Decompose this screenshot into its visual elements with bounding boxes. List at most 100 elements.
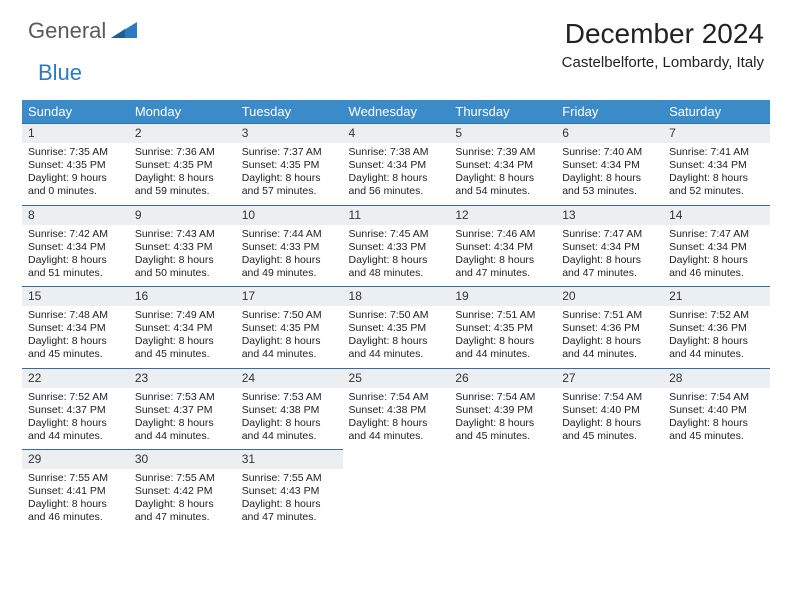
day-number: 29 [22, 450, 129, 469]
sunset-line: Sunset: 4:34 PM [562, 159, 657, 172]
sunrise-line: Sunrise: 7:53 AM [135, 391, 230, 404]
sunset-line: Sunset: 4:35 PM [28, 159, 123, 172]
day-number: 18 [343, 287, 450, 306]
sunset-line: Sunset: 4:35 PM [455, 322, 550, 335]
day-number: 12 [449, 206, 556, 225]
sunset-line: Sunset: 4:37 PM [135, 404, 230, 417]
sunrise-line: Sunrise: 7:54 AM [349, 391, 444, 404]
calendar-day-cell: 1Sunrise: 7:35 AMSunset: 4:35 PMDaylight… [22, 124, 129, 206]
daylight-line: Daylight: 8 hours and 45 minutes. [135, 335, 230, 361]
day-body: Sunrise: 7:46 AMSunset: 4:34 PMDaylight:… [449, 225, 556, 287]
day-number: 31 [236, 450, 343, 469]
sunrise-line: Sunrise: 7:40 AM [562, 146, 657, 159]
daylight-line: Daylight: 8 hours and 47 minutes. [455, 254, 550, 280]
col-sunday: Sunday [22, 100, 129, 124]
day-body: Sunrise: 7:48 AMSunset: 4:34 PMDaylight:… [22, 306, 129, 368]
daylight-line: Daylight: 8 hours and 56 minutes. [349, 172, 444, 198]
sunset-line: Sunset: 4:34 PM [455, 241, 550, 254]
sunset-line: Sunset: 4:38 PM [349, 404, 444, 417]
sunrise-line: Sunrise: 7:55 AM [242, 472, 337, 485]
day-number: 26 [449, 369, 556, 388]
sunset-line: Sunset: 4:38 PM [242, 404, 337, 417]
day-body: Sunrise: 7:49 AMSunset: 4:34 PMDaylight:… [129, 306, 236, 368]
sunset-line: Sunset: 4:33 PM [349, 241, 444, 254]
sunset-line: Sunset: 4:34 PM [669, 159, 764, 172]
daylight-line: Daylight: 9 hours and 0 minutes. [28, 172, 123, 198]
col-wednesday: Wednesday [343, 100, 450, 124]
day-number: 7 [663, 124, 770, 143]
day-number: 19 [449, 287, 556, 306]
daylight-line: Daylight: 8 hours and 52 minutes. [669, 172, 764, 198]
calendar-day-cell: 20Sunrise: 7:51 AMSunset: 4:36 PMDayligh… [556, 287, 663, 369]
day-body: Sunrise: 7:50 AMSunset: 4:35 PMDaylight:… [343, 306, 450, 368]
calendar-day-cell: 16Sunrise: 7:49 AMSunset: 4:34 PMDayligh… [129, 287, 236, 369]
daylight-line: Daylight: 8 hours and 44 minutes. [28, 417, 123, 443]
day-body: Sunrise: 7:39 AMSunset: 4:34 PMDaylight:… [449, 143, 556, 205]
sunset-line: Sunset: 4:37 PM [28, 404, 123, 417]
calendar-day-cell: 14Sunrise: 7:47 AMSunset: 4:34 PMDayligh… [663, 205, 770, 287]
daylight-line: Daylight: 8 hours and 44 minutes. [349, 417, 444, 443]
daylight-line: Daylight: 8 hours and 47 minutes. [242, 498, 337, 524]
calendar-day-cell: 6Sunrise: 7:40 AMSunset: 4:34 PMDaylight… [556, 124, 663, 206]
day-body: Sunrise: 7:40 AMSunset: 4:34 PMDaylight:… [556, 143, 663, 205]
calendar-day-cell: 29Sunrise: 7:55 AMSunset: 4:41 PMDayligh… [22, 450, 129, 531]
calendar-day-cell [556, 450, 663, 531]
daylight-line: Daylight: 8 hours and 57 minutes. [242, 172, 337, 198]
col-friday: Friday [556, 100, 663, 124]
daylight-line: Daylight: 8 hours and 48 minutes. [349, 254, 444, 280]
daylight-line: Daylight: 8 hours and 45 minutes. [562, 417, 657, 443]
day-number: 25 [343, 369, 450, 388]
calendar-day-cell: 17Sunrise: 7:50 AMSunset: 4:35 PMDayligh… [236, 287, 343, 369]
daylight-line: Daylight: 8 hours and 44 minutes. [135, 417, 230, 443]
sunrise-line: Sunrise: 7:37 AM [242, 146, 337, 159]
sunrise-line: Sunrise: 7:42 AM [28, 228, 123, 241]
col-thursday: Thursday [449, 100, 556, 124]
day-number: 5 [449, 124, 556, 143]
sunrise-line: Sunrise: 7:51 AM [455, 309, 550, 322]
day-body: Sunrise: 7:43 AMSunset: 4:33 PMDaylight:… [129, 225, 236, 287]
calendar-day-cell: 31Sunrise: 7:55 AMSunset: 4:43 PMDayligh… [236, 450, 343, 531]
calendar-table: Sunday Monday Tuesday Wednesday Thursday… [22, 100, 770, 531]
day-number: 15 [22, 287, 129, 306]
calendar-day-cell: 26Sunrise: 7:54 AMSunset: 4:39 PMDayligh… [449, 368, 556, 450]
day-number: 2 [129, 124, 236, 143]
calendar-day-cell: 11Sunrise: 7:45 AMSunset: 4:33 PMDayligh… [343, 205, 450, 287]
sunrise-line: Sunrise: 7:54 AM [455, 391, 550, 404]
calendar-day-cell: 30Sunrise: 7:55 AMSunset: 4:42 PMDayligh… [129, 450, 236, 531]
sunset-line: Sunset: 4:34 PM [562, 241, 657, 254]
sunset-line: Sunset: 4:35 PM [242, 159, 337, 172]
day-number: 30 [129, 450, 236, 469]
day-number: 6 [556, 124, 663, 143]
day-number: 1 [22, 124, 129, 143]
day-body: Sunrise: 7:44 AMSunset: 4:33 PMDaylight:… [236, 225, 343, 287]
daylight-line: Daylight: 8 hours and 44 minutes. [562, 335, 657, 361]
sunset-line: Sunset: 4:40 PM [669, 404, 764, 417]
col-saturday: Saturday [663, 100, 770, 124]
day-number: 16 [129, 287, 236, 306]
day-body: Sunrise: 7:55 AMSunset: 4:41 PMDaylight:… [22, 469, 129, 531]
sunrise-line: Sunrise: 7:54 AM [669, 391, 764, 404]
day-number: 23 [129, 369, 236, 388]
day-body: Sunrise: 7:51 AMSunset: 4:36 PMDaylight:… [556, 306, 663, 368]
sunrise-line: Sunrise: 7:54 AM [562, 391, 657, 404]
calendar-day-cell [343, 450, 450, 531]
calendar-day-cell: 27Sunrise: 7:54 AMSunset: 4:40 PMDayligh… [556, 368, 663, 450]
day-body: Sunrise: 7:38 AMSunset: 4:34 PMDaylight:… [343, 143, 450, 205]
day-number: 24 [236, 369, 343, 388]
sunrise-line: Sunrise: 7:38 AM [349, 146, 444, 159]
sunrise-line: Sunrise: 7:50 AM [242, 309, 337, 322]
calendar-day-cell: 21Sunrise: 7:52 AMSunset: 4:36 PMDayligh… [663, 287, 770, 369]
sunset-line: Sunset: 4:33 PM [135, 241, 230, 254]
col-tuesday: Tuesday [236, 100, 343, 124]
day-body: Sunrise: 7:51 AMSunset: 4:35 PMDaylight:… [449, 306, 556, 368]
day-body: Sunrise: 7:55 AMSunset: 4:43 PMDaylight:… [236, 469, 343, 531]
brand-text-blue: Blue [38, 60, 137, 86]
calendar-week-row: 1Sunrise: 7:35 AMSunset: 4:35 PMDaylight… [22, 124, 770, 206]
daylight-line: Daylight: 8 hours and 46 minutes. [28, 498, 123, 524]
sunset-line: Sunset: 4:34 PM [28, 241, 123, 254]
day-number: 4 [343, 124, 450, 143]
sunset-line: Sunset: 4:35 PM [135, 159, 230, 172]
calendar-day-cell: 2Sunrise: 7:36 AMSunset: 4:35 PMDaylight… [129, 124, 236, 206]
daylight-line: Daylight: 8 hours and 44 minutes. [349, 335, 444, 361]
day-body: Sunrise: 7:52 AMSunset: 4:37 PMDaylight:… [22, 388, 129, 450]
